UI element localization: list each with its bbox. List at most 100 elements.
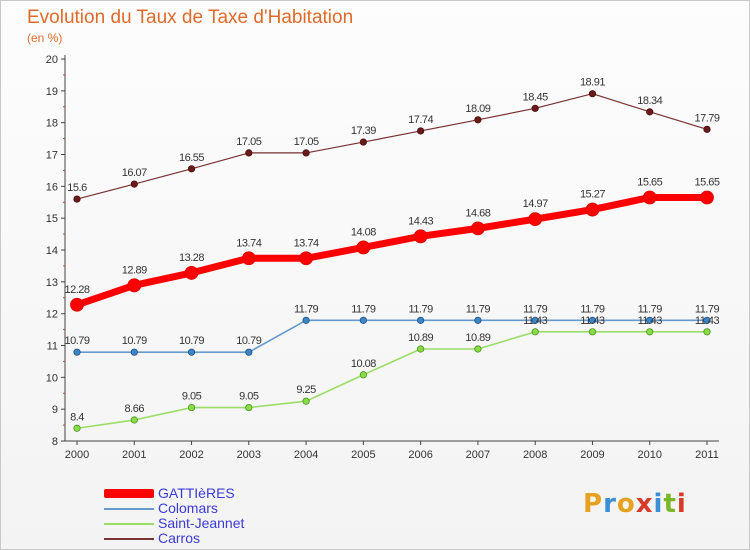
- data-point-saint-jeannet: [474, 345, 482, 353]
- legend: GATTIèRES Colomars Saint-Jeannet Carros: [104, 485, 304, 546]
- data-point-gattieres: [241, 251, 256, 266]
- logo-letter: i: [653, 489, 664, 519]
- data-label-gattieres: 13.28: [179, 252, 204, 264]
- data-point-gattieres: [528, 212, 543, 227]
- data-label-colomars: 11.79: [638, 303, 663, 315]
- legend-label-colomars: Colomars: [158, 500, 218, 516]
- data-label-gattieres: 13.74: [294, 237, 319, 249]
- legend-swatch-gattieres: [104, 489, 154, 498]
- data-label-carros: 16.55: [179, 152, 204, 164]
- legend-item-carros[interactable]: Carros: [104, 530, 304, 546]
- data-point-gattieres: [184, 266, 199, 280]
- data-label-carros: 17.05: [236, 136, 261, 148]
- legend-item-gattieres[interactable]: GATTIèRES: [104, 485, 304, 501]
- data-label-colomars: 11.79: [695, 303, 720, 315]
- data-point-gattieres: [585, 202, 600, 217]
- data-label-colomars: 11.79: [580, 303, 605, 315]
- x-tick-label: 2001: [122, 449, 146, 461]
- data-point-colomars: [703, 316, 711, 324]
- data-point-saint-jeannet: [245, 403, 253, 412]
- data-label-saint-jeannet: 9.05: [182, 391, 202, 403]
- data-point-carros: [417, 127, 425, 135]
- data-label-colomars: 11.79: [409, 303, 434, 315]
- data-label-saint-jeannet: 8.66: [125, 403, 145, 415]
- x-tick-label: 2003: [237, 449, 261, 461]
- data-label-saint-jeannet: 11.43: [580, 315, 605, 327]
- chart-subtitle: (en %): [27, 31, 63, 45]
- x-tick-label: 2009: [580, 449, 604, 461]
- data-point-saint-jeannet: [531, 328, 539, 336]
- y-tick-label: 11: [47, 341, 58, 353]
- data-label-carros: 18.34: [637, 95, 662, 107]
- data-point-colomars: [359, 316, 367, 324]
- x-tick-label: 2010: [637, 449, 661, 461]
- data-label-carros: 17.39: [351, 125, 376, 137]
- data-point-gattieres: [413, 229, 428, 244]
- y-tick-label: 18: [46, 118, 58, 130]
- legend-swatch-saint-jeannet: [104, 523, 154, 525]
- series-line-saint-jeannet: [76, 331, 708, 430]
- data-label-gattieres: 14.08: [351, 226, 376, 238]
- data-point-carros: [474, 116, 482, 124]
- y-tick-label: 10: [46, 372, 58, 384]
- legend-label-saint-jeannet: Saint-Jeannet: [158, 515, 245, 531]
- x-tick-label: 2008: [523, 449, 547, 461]
- data-label-colomars: 10.79: [122, 335, 147, 347]
- data-label-colomars: 11.79: [466, 303, 491, 315]
- x-tick-label: 2006: [408, 449, 432, 461]
- data-label-saint-jeannet: 8.4: [70, 411, 84, 423]
- chart-title: Evolution du Taux de Taxe d'Habitation: [27, 7, 354, 28]
- x-tick-label: 2011: [695, 449, 719, 461]
- y-tick-label: 20: [46, 54, 58, 66]
- data-label-saint-jeannet: 10.89: [408, 332, 433, 344]
- series-line-colomars: [76, 319, 708, 353]
- data-point-saint-jeannet: [417, 345, 425, 353]
- logo-letter: i: [676, 489, 687, 519]
- legend-label-gattieres: GATTIèRES: [158, 485, 235, 501]
- data-point-colomars: [187, 348, 196, 356]
- data-label-gattieres: 13.74: [236, 237, 261, 249]
- logo-letter: P: [583, 489, 604, 519]
- data-point-colomars: [417, 316, 425, 324]
- x-tick-label: 2004: [294, 449, 318, 461]
- data-label-gattieres: 15.27: [580, 189, 605, 201]
- y-tick-label: 19: [46, 86, 58, 98]
- y-tick-label: 12: [46, 309, 58, 321]
- data-label-gattieres: 15.65: [637, 176, 662, 188]
- data-label-carros: 17.05: [294, 136, 319, 148]
- data-label-gattieres: 14.68: [465, 207, 490, 219]
- data-label-gattieres: 14.43: [408, 215, 433, 227]
- data-label-colomars: 10.79: [179, 335, 204, 347]
- data-point-saint-jeannet: [359, 371, 367, 379]
- data-point-saint-jeannet: [302, 397, 310, 405]
- data-label-carros: 18.91: [580, 77, 605, 89]
- data-label-gattieres: 14.97: [523, 198, 548, 210]
- legend-label-carros: Carros: [158, 530, 201, 546]
- data-point-saint-jeannet: [646, 328, 654, 336]
- legend-item-colomars[interactable]: Colomars: [104, 500, 304, 516]
- data-point-gattieres: [356, 240, 371, 255]
- legend-item-saint-jeannet[interactable]: Saint-Jeannet: [104, 515, 304, 531]
- data-label-carros: 18.45: [523, 91, 548, 103]
- data-label-saint-jeannet: 11.43: [695, 315, 720, 327]
- data-point-gattieres: [471, 221, 485, 236]
- y-tick-label: 8: [52, 436, 58, 448]
- data-point-carros: [359, 138, 367, 146]
- data-label-carros: 17.79: [694, 112, 719, 124]
- data-label-saint-jeannet: 11.43: [638, 315, 663, 327]
- data-point-carros: [245, 149, 253, 157]
- y-tick-label: 13: [46, 277, 58, 289]
- logo-letter: x: [635, 489, 654, 519]
- series-line-gattieres: [73, 193, 711, 309]
- data-label-gattieres: 12.28: [64, 284, 89, 296]
- data-label-colomars: 10.79: [64, 335, 89, 347]
- x-tick-label: 2005: [351, 449, 375, 461]
- data-label-colomars: 11.79: [523, 303, 548, 315]
- y-tick-label: 9: [52, 404, 58, 416]
- data-point-colomars: [588, 316, 597, 324]
- logo-letter: r: [603, 489, 617, 519]
- legend-swatch-carros: [104, 538, 154, 540]
- data-label-colomars: 11.79: [351, 303, 376, 315]
